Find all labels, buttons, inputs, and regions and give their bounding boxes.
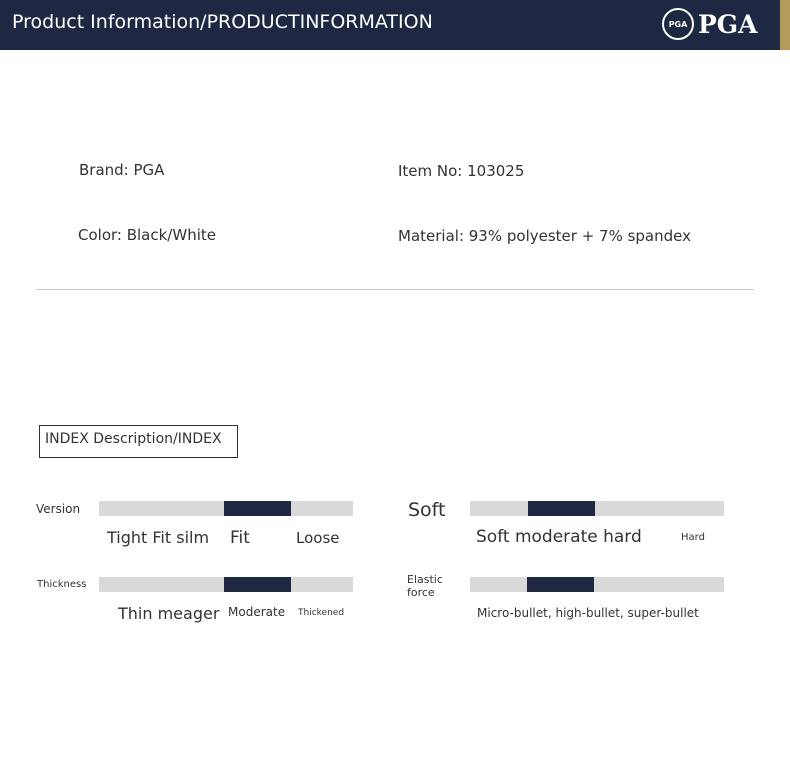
soft-option: Hard [681, 532, 705, 543]
brand-field: Brand: PGA [79, 161, 165, 179]
version-option: Tight Fit silm [107, 528, 210, 547]
divider [36, 289, 754, 290]
thickness-option: Thin meager [118, 604, 220, 623]
pga-logo-text: PGA [698, 9, 758, 39]
material-field: Material: 93% polyester + 7% spandex [398, 227, 691, 245]
indicator-label-elastic-force: Elastic force [407, 573, 443, 599]
gold-accent-strip [780, 0, 790, 50]
header-bar [0, 0, 780, 50]
pga-logo: PGA PGA [662, 8, 758, 40]
color-field: Color: Black/White [78, 226, 216, 244]
thickness-option: Moderate [228, 605, 286, 619]
elastic-scale-fill [527, 577, 594, 592]
page-title: Product Information/PRODUCTINFORMATION [12, 11, 433, 33]
indicator-label-soft: Soft [408, 499, 446, 521]
item-no-field: Item No: 103025 [398, 162, 525, 180]
indicator-label-version: Version [36, 502, 81, 516]
soft-option: Soft moderate hard [476, 527, 642, 547]
version-scale-bar [99, 501, 353, 516]
version-option: Fit [230, 528, 250, 548]
thickness-scale-bar [99, 577, 353, 592]
version-scale-fill [224, 501, 291, 516]
thickness-option: Thickened [298, 608, 345, 618]
thickness-scale-fill [224, 577, 291, 592]
index-section-title: INDEX Description/INDEX [39, 425, 238, 458]
elastic-option: Micro-bullet, high-bullet, super-bullet [477, 606, 699, 620]
indicator-label-thickness: Thickness [37, 579, 87, 590]
pga-seal-icon: PGA [662, 8, 694, 40]
version-option: Loose [296, 529, 340, 547]
soft-scale-fill [528, 501, 595, 516]
soft-scale-bar [470, 501, 724, 516]
elastic-scale-bar [470, 577, 724, 592]
